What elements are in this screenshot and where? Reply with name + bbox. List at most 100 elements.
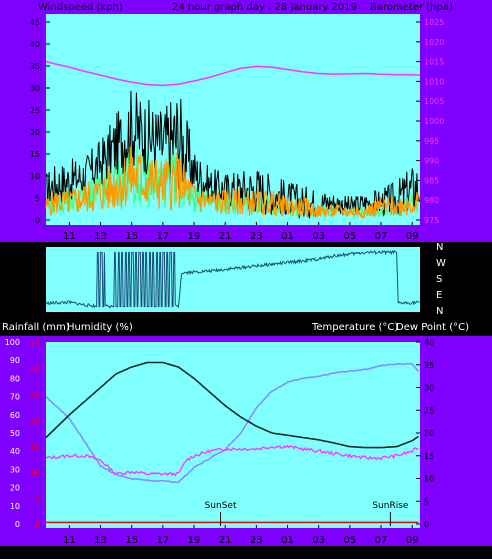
wind-time-label: 07 [375,231,388,242]
temperature-y-tick-label: 25 [424,406,434,415]
temperature-y-tick-label: 40 [424,338,434,347]
humidity-y-tick-label: 20 [10,484,20,493]
wind-y-tick-label: 0 [35,216,40,225]
temperature-axis-label: Temperature (°C) [311,322,398,333]
rainfall-y-tick-label: 25 [30,390,40,399]
wind-chart: 0510152025303540459759809859909951000100… [30,18,445,242]
humidity-series [45,362,420,484]
wind-time-label: 13 [94,231,107,242]
humidity-y-tick-label: 70 [10,393,20,402]
temperature-chart: 0102030405060708090100051015202530350510… [5,338,434,546]
wind-y-tick-label: 5 [35,194,40,203]
wind-time-label: 11 [63,231,76,242]
barometer-y-tick-label: 1000 [424,117,444,126]
wind-y-tick-label: 30 [30,84,40,93]
rainfall-y-tick-label: 10 [30,468,40,477]
barometer-y-tick-label: 1025 [424,18,444,27]
direction-y-tick-label: 360 [27,246,40,254]
wind-time-label: 23 [250,231,263,242]
humidity-y-tick-label: 30 [10,465,20,474]
temperature-time-label: 19 [188,535,201,546]
wind-time-label: 15 [125,231,138,242]
wind-time-label: 17 [157,231,170,242]
direction-compass-label: N [436,306,443,317]
wind-y-tick-label: 45 [30,18,40,27]
temperature-y-tick-label: 30 [424,384,434,393]
wind-y-tick-label: 10 [30,172,40,181]
direction-compass-label: S [436,274,442,285]
dewpoint-axis-label: Dew Point (°C) [396,322,469,333]
direction-y-tick-label: 270 [27,261,40,269]
temperature-y-tick-label: 35 [424,361,434,370]
temperature-series [45,361,419,449]
rainfall-y-tick-label: 5 [35,494,40,503]
barometer-y-tick-label: 1005 [424,97,444,106]
direction-plot-area [46,247,420,312]
sun-marker-label: SunSet [205,501,237,511]
dewpoint-series [45,444,419,477]
wind-time-label: 09 [406,231,419,242]
temperature-time-label: 17 [157,535,170,546]
direction-y-tick-label: 90 [31,292,40,300]
direction-y-tick-label: 0 [36,307,40,315]
wind-gust-series [45,146,420,220]
temperature-y-tick-label: 0 [424,520,429,529]
temperature-y-tick-label: 10 [424,475,434,484]
wind-y-tick-label: 20 [30,128,40,137]
barometer-y-tick-label: 985 [424,176,439,185]
temperature-time-label: 01 [281,535,294,546]
wind-time-label: 05 [344,231,357,242]
temperature-time-label: 11 [63,535,76,546]
direction-compass-label: N [436,242,443,253]
wind-time-label: 21 [219,231,232,242]
barometer-y-tick-label: 1010 [424,77,444,86]
barometer-y-tick-label: 995 [424,137,439,146]
barometer-y-tick-label: 975 [424,216,439,225]
humidity-y-tick-label: 10 [10,502,20,511]
direction-y-tick-label: 180 [27,277,40,285]
rainfall-y-tick-label: 0 [35,520,40,529]
humidity-y-tick-label: 100 [5,338,20,347]
barometer-y-tick-label: 1015 [424,58,444,67]
direction-compass-label: E [436,290,442,301]
temperature-time-label: 05 [344,535,357,546]
wind-plot-area [46,14,420,225]
temperature-time-label: 13 [94,535,107,546]
wind-y-tick-label: 15 [30,150,40,159]
humidity-axis-label: Humidity (%) [67,322,133,333]
humidity-y-tick-label: 80 [10,374,20,383]
rainfall-axis-label: Rainfall (mm) [2,322,70,333]
rainfall-y-tick-label: 35 [30,338,40,347]
barometer-series [45,60,421,87]
barometer-axis-label: Barometer (hpa) [370,2,453,13]
rainfall-y-tick-label: 20 [30,416,40,425]
wind-y-tick-label: 25 [30,106,40,115]
rainfall-y-tick-label: 30 [30,364,40,373]
temperature-time-label: 03 [312,535,325,546]
temperature-time-label: 07 [375,535,388,546]
wind-y-tick-label: 40 [30,40,40,49]
temperature-time-label: 15 [125,535,138,546]
humidity-y-tick-label: 50 [10,429,20,438]
direction-compass-label: W [436,258,446,269]
wind-time-label: 01 [281,231,294,242]
barometer-y-tick-label: 980 [424,196,439,205]
temperature-time-label: 23 [250,535,263,546]
windspeed-axis-label: Windspeed (kph) [38,2,123,13]
barometer-y-tick-label: 1020 [424,38,444,47]
humidity-y-tick-label: 0 [15,520,20,529]
wind-y-tick-label: 35 [30,62,40,71]
humidity-y-tick-label: 60 [10,411,20,420]
graph-title: 24 hour graph day : 28 January 2019 [172,2,357,13]
rainfall-y-tick-label: 15 [30,442,40,451]
wind-speed-series [45,90,420,219]
temperature-y-tick-label: 20 [424,429,434,438]
humidity-y-tick-label: 90 [10,356,20,365]
humidity-y-tick-label: 40 [10,447,20,456]
temperature-time-label: 09 [406,535,419,546]
wind-direction-series [45,249,420,309]
wind-time-label: 03 [312,231,325,242]
